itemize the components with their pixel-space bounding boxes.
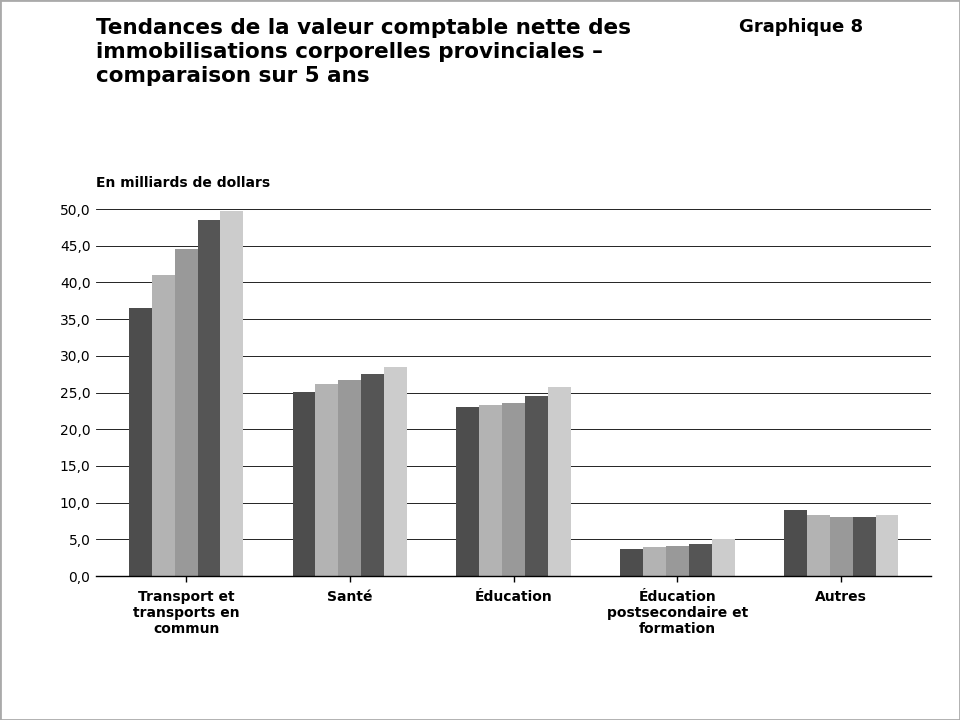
Bar <box>293 392 316 576</box>
Bar <box>852 516 876 576</box>
Bar <box>361 374 384 576</box>
Bar <box>338 380 361 576</box>
Bar <box>806 515 829 576</box>
Bar <box>129 308 152 576</box>
Bar <box>876 515 899 576</box>
Bar <box>198 220 221 576</box>
Bar <box>456 408 479 576</box>
Bar <box>689 544 711 576</box>
Text: Tendances de la valeur comptable nette des
immobilisations corporelles provincia: Tendances de la valeur comptable nette d… <box>96 18 631 86</box>
Bar <box>316 384 338 576</box>
Bar <box>221 210 244 576</box>
Bar <box>479 405 502 576</box>
Bar <box>152 275 175 576</box>
Bar <box>620 549 643 576</box>
Bar <box>666 546 689 576</box>
Bar <box>711 539 734 576</box>
Bar <box>175 249 198 576</box>
Bar <box>502 402 525 576</box>
Bar <box>783 510 806 576</box>
Bar <box>643 547 666 576</box>
Bar <box>525 396 548 576</box>
Bar <box>384 367 407 576</box>
Bar <box>548 387 571 576</box>
Text: En milliards de dollars: En milliards de dollars <box>96 176 270 190</box>
Bar <box>829 516 852 576</box>
Text: Graphique 8: Graphique 8 <box>739 18 863 36</box>
